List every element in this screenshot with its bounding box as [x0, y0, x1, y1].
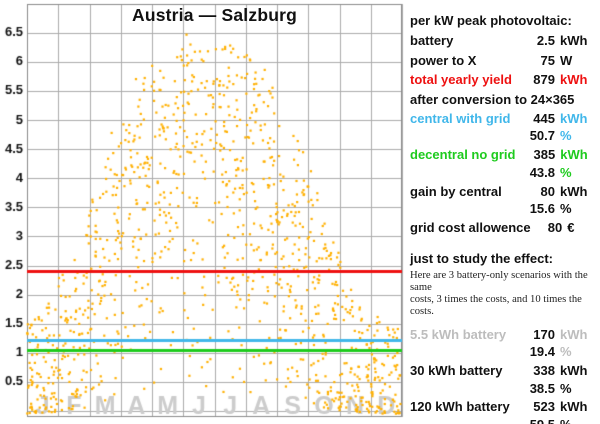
stat-row-battery-5-5-percent: 19.4 % [410, 344, 594, 361]
stat-unit: % [560, 201, 572, 217]
stat-row-battery-30: 30 kWh battery 338 kWh [410, 361, 594, 381]
stat-value: 50.7 [529, 128, 555, 144]
stat-row-gain-by-central: gain by central 80 kWh [410, 182, 594, 202]
stat-value: 19.4 [529, 344, 555, 360]
stat-value: 15.6 [529, 201, 555, 217]
stat-label: 30 kWh battery [410, 362, 503, 378]
stat-value: 523 [533, 399, 555, 415]
stats-panel: per kW peak photovoltaic: battery 2.5 kW… [410, 11, 594, 424]
stat-row-gain-percent: 15.6 % [410, 201, 594, 218]
stat-row-battery: battery 2.5 kWh [410, 31, 594, 51]
stat-label: decentral no grid [410, 147, 516, 163]
stat-unit: kWh [560, 33, 588, 48]
chart-title: Austria — Salzburg [131, 5, 297, 25]
panel-heading: per kW peak photovoltaic: [410, 13, 572, 28]
stat-row-decentral-percent: 43.8 % [410, 165, 594, 182]
stat-row-power-to-x: power to X 75 W [410, 51, 594, 71]
stat-unit: % [555, 417, 594, 424]
stat-unit: kWh [560, 147, 588, 163]
stat-unit: kWh [560, 110, 588, 126]
stat-value: 80 [540, 183, 555, 199]
stat-value: 338 [533, 362, 555, 378]
stat-row-central-with-grid: central with grid 445 kWh [410, 109, 594, 129]
study-heading: just to study the effect: [410, 250, 554, 266]
stat-unit: % [560, 128, 572, 144]
stat-row-battery-5-5: 5.5 kWh battery 170 kWh [410, 325, 594, 345]
stat-label: gain by central [410, 183, 502, 199]
stat-value: 38.5 [529, 380, 555, 396]
stat-label: central with grid [410, 110, 511, 126]
stat-value: 59.5 [515, 417, 555, 424]
stat-label: grid cost allowence [410, 219, 531, 235]
stat-unit: kWh [560, 399, 588, 415]
stat-value: 2.5 [536, 33, 555, 48]
stat-unit: kWh [560, 326, 588, 342]
stat-value: 80 [547, 219, 563, 235]
study-note: Here are 3 battery-only scenarios with t… [410, 270, 594, 318]
stat-unit: kWh [560, 362, 588, 378]
study-note-line1: Here are 3 battery-only scenarios with t… [410, 269, 588, 293]
stat-row-battery-30-percent: 38.5 % [410, 381, 594, 398]
stat-label: power to X [410, 52, 477, 68]
stat-label: 120 kWh battery [410, 399, 510, 415]
stat-unit: % [560, 344, 572, 360]
stat-value: 43.8 [529, 164, 555, 180]
stat-row-battery-120: 120 kWh battery 523 kWh [410, 397, 594, 417]
panel-subheading: after conversion to 24×365 [410, 91, 575, 107]
stat-value: 445 [533, 110, 555, 126]
stat-row-total-yearly-yield: total yearly yield 879 kWh [410, 70, 594, 90]
stat-unit: W [560, 52, 573, 68]
stat-unit: % [560, 380, 572, 396]
stat-unit: % [560, 164, 572, 180]
stat-label: 5.5 kWh battery [410, 326, 507, 342]
stat-unit: kWh [560, 183, 588, 199]
stat-label: total yearly yield [410, 72, 512, 88]
stat-value: 879 [533, 72, 555, 88]
stat-value: 170 [533, 326, 555, 342]
stat-unit: kWh [560, 72, 588, 88]
stat-row-decentral-no-grid: decentral no grid 385 kWh [410, 145, 594, 165]
stat-unit: € [567, 219, 575, 235]
stat-value: 75 [540, 52, 555, 68]
stat-row-grid-cost-allowence: grid cost allowence 80 € [410, 218, 594, 238]
stat-row-battery-120-percent: 59.5 % [410, 417, 594, 424]
study-note-line2: costs, 3 times the costs, and 10 times t… [410, 293, 582, 317]
stat-label: battery [410, 33, 454, 48]
stat-row-central-percent: 50.7 % [410, 128, 594, 145]
stat-value: 385 [533, 147, 556, 163]
